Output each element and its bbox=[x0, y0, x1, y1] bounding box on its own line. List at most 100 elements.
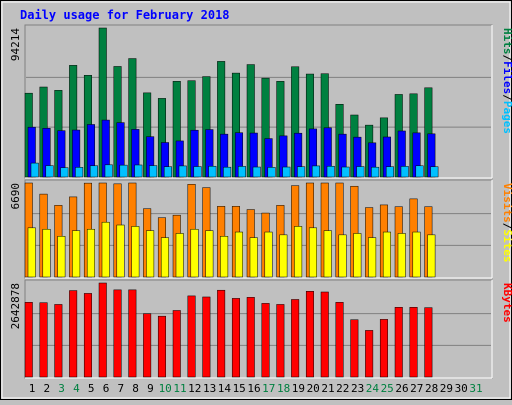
bar-pages-day-10 bbox=[163, 166, 172, 178]
legend-top: Hits/Files/Pages bbox=[501, 28, 512, 134]
bar-sites-day-25 bbox=[382, 231, 391, 278]
bar-kbytes-day-17 bbox=[261, 303, 270, 378]
bar-sites-day-4 bbox=[72, 230, 81, 278]
bar-sites-day-13 bbox=[205, 230, 214, 278]
bar-pages-day-18 bbox=[282, 166, 291, 178]
legend-separator: / bbox=[501, 223, 512, 230]
day-label-4: 4 bbox=[73, 382, 80, 395]
day-label-26: 26 bbox=[395, 382, 408, 395]
day-label-22: 22 bbox=[336, 382, 349, 395]
bar-sites-day-17 bbox=[264, 231, 273, 278]
frame-bevel bbox=[1, 1, 511, 399]
legend-separator: / bbox=[501, 55, 512, 62]
bar-pages-day-7 bbox=[119, 164, 128, 178]
bar-pages-day-26 bbox=[400, 166, 409, 178]
bar-kbytes-day-2 bbox=[39, 302, 48, 378]
bar-sites-day-23 bbox=[353, 233, 362, 278]
bar-pages-day-16 bbox=[252, 166, 261, 178]
day-label-12: 12 bbox=[188, 382, 201, 395]
bar-pages-day-8 bbox=[134, 164, 143, 178]
bar-kbytes-day-7 bbox=[113, 289, 122, 378]
day-label-15: 15 bbox=[233, 382, 246, 395]
bar-kbytes-day-28 bbox=[424, 307, 433, 378]
bar-kbytes-day-23 bbox=[350, 319, 359, 378]
day-label-29: 29 bbox=[440, 382, 453, 395]
bar-sites-day-2 bbox=[42, 228, 51, 278]
bar-kbytes-day-22 bbox=[335, 302, 344, 378]
bar-pages-day-15 bbox=[237, 166, 246, 178]
bar-kbytes-day-3 bbox=[54, 304, 63, 378]
bar-sites-day-15 bbox=[234, 231, 243, 278]
bar-pages-day-19 bbox=[297, 166, 306, 178]
bar-sites-day-21 bbox=[323, 230, 332, 278]
bar-pages-day-28 bbox=[430, 166, 439, 178]
bar-kbytes-day-12 bbox=[187, 295, 196, 378]
bar-sites-day-24 bbox=[368, 237, 377, 278]
bar-sites-day-5 bbox=[86, 228, 95, 278]
legend-bottom: KBytes bbox=[501, 283, 512, 323]
legend-item-sites: Sites bbox=[501, 229, 512, 262]
bar-kbytes-day-6 bbox=[98, 282, 107, 378]
bar-kbytes-day-18 bbox=[276, 304, 285, 378]
day-label-1: 1 bbox=[29, 382, 36, 395]
day-label-24: 24 bbox=[366, 382, 380, 395]
day-label-21: 21 bbox=[321, 382, 334, 395]
day-label-20: 20 bbox=[307, 382, 320, 395]
bar-kbytes-day-13 bbox=[202, 296, 211, 378]
legend-item-hits: Hits bbox=[501, 28, 512, 55]
day-label-30: 30 bbox=[455, 382, 468, 395]
bar-sites-day-19 bbox=[294, 226, 303, 278]
bar-sites-day-27 bbox=[412, 231, 421, 278]
day-label-17: 17 bbox=[262, 382, 275, 395]
bar-pages-day-14 bbox=[223, 166, 232, 178]
bar-kbytes-day-27 bbox=[409, 307, 418, 378]
bar-sites-day-3 bbox=[57, 236, 66, 278]
day-label-9: 9 bbox=[147, 382, 154, 395]
day-label-27: 27 bbox=[410, 382, 423, 395]
bar-sites-day-1 bbox=[27, 227, 36, 278]
day-label-2: 2 bbox=[43, 382, 50, 395]
legend-item-pages: Pages bbox=[501, 101, 512, 134]
legend-item-visits: Visits bbox=[501, 183, 512, 223]
day-label-3: 3 bbox=[58, 382, 65, 395]
bar-sites-day-12 bbox=[190, 228, 199, 278]
bar-pages-day-13 bbox=[208, 165, 217, 178]
bar-sites-day-7 bbox=[116, 224, 125, 278]
bar-sites-day-10 bbox=[160, 237, 169, 278]
day-label-13: 13 bbox=[203, 382, 216, 395]
axis-max-label: 94214 bbox=[9, 28, 22, 61]
bar-kbytes-day-11 bbox=[172, 310, 181, 378]
bar-kbytes-day-8 bbox=[128, 289, 137, 378]
bar-kbytes-day-19 bbox=[291, 299, 300, 378]
bar-kbytes-day-5 bbox=[83, 293, 92, 378]
legend-item-kbytes: KBytes bbox=[501, 283, 512, 323]
legend-middle: Visits/Sites bbox=[501, 183, 512, 263]
bar-pages-day-25 bbox=[385, 166, 394, 178]
bar-pages-day-1 bbox=[30, 162, 39, 178]
bar-pages-day-22 bbox=[341, 166, 350, 178]
bar-kbytes-day-14 bbox=[217, 289, 226, 378]
panel-bottom: 2642878 KBytes bbox=[9, 279, 512, 379]
bar-sites-day-22 bbox=[338, 234, 347, 278]
bar-pages-day-9 bbox=[149, 165, 158, 178]
bar-pages-day-6 bbox=[104, 164, 113, 178]
panel-middle: 6690 Visits/Sites bbox=[9, 179, 512, 279]
bar-pages-day-11 bbox=[178, 165, 187, 178]
bar-sites-day-8 bbox=[131, 226, 140, 278]
bar-sites-day-14 bbox=[220, 236, 229, 278]
bar-sites-day-20 bbox=[308, 227, 317, 278]
axis-max-label: 6690 bbox=[9, 183, 22, 210]
bar-sites-day-26 bbox=[397, 233, 406, 278]
bar-sites-day-6 bbox=[101, 221, 110, 278]
bar-pages-day-12 bbox=[193, 166, 202, 178]
day-label-28: 28 bbox=[425, 382, 438, 395]
day-label-8: 8 bbox=[132, 382, 139, 395]
chart-title: Daily usage for February 2018 bbox=[20, 8, 230, 22]
day-label-18: 18 bbox=[277, 382, 290, 395]
day-label-6: 6 bbox=[103, 382, 110, 395]
bar-sites-day-9 bbox=[146, 230, 155, 278]
bar-kbytes-day-20 bbox=[305, 291, 314, 378]
bar-pages-day-17 bbox=[267, 167, 276, 178]
